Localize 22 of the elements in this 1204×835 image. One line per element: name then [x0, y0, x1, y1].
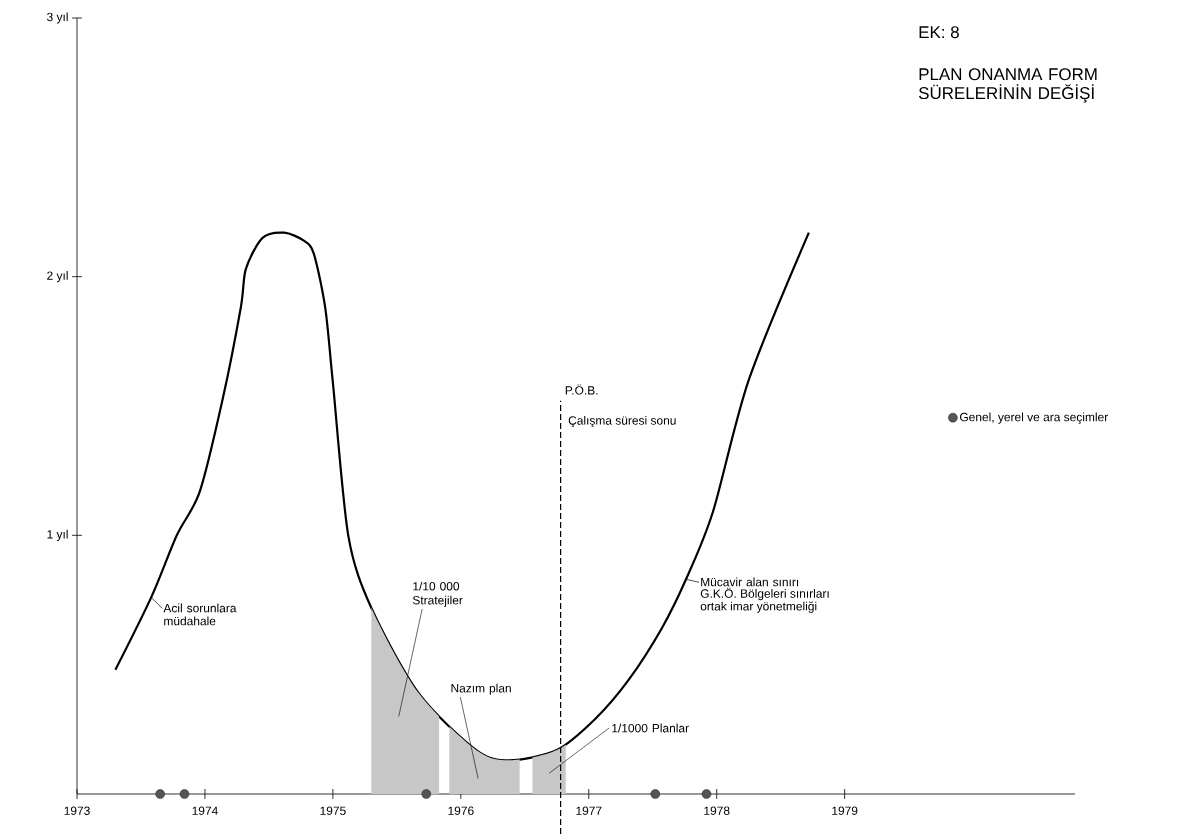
band-label: 1/10 000 Stratejiler	[412, 581, 463, 607]
legend-label: Genel, yerel ve ara seçimler	[959, 412, 1108, 424]
y-tick-label: 3 yıl	[47, 12, 68, 24]
x-tick-label: 1975	[320, 806, 346, 816]
annotation: G.K.Ö. Bölgeleri sınırları	[700, 587, 829, 601]
text: PLAN ONANMA FORM SÜRELERİNİN DEĞİŞİ	[918, 68, 1097, 103]
y-tick-label: 2 yıl	[47, 271, 68, 283]
ref-line-label: Çalışma süresi sonu	[568, 416, 676, 428]
x-tick-label: 1973	[64, 806, 90, 816]
x-tick-label: 1979	[832, 806, 858, 816]
x-tick-label: 1977	[576, 806, 602, 816]
x-tick-label: 1978	[704, 806, 730, 816]
annotation: Mücavir alan sınırı	[701, 577, 799, 587]
band-label: 1/1000 Planlar	[612, 723, 689, 733]
annotation: Acil sorunlara müdahale	[163, 603, 237, 626]
annotation: ortak imar yönetmeliği	[700, 601, 817, 614]
x-tick-label: 1976	[448, 806, 474, 816]
y-tick-label: 1 yıl	[47, 529, 68, 542]
x-tick-label: 1974	[192, 806, 218, 816]
band-label: Nazım plan	[451, 683, 511, 695]
chart-title: EK: 8	[919, 26, 959, 39]
annotation: P.Ö.B.	[565, 384, 598, 395]
